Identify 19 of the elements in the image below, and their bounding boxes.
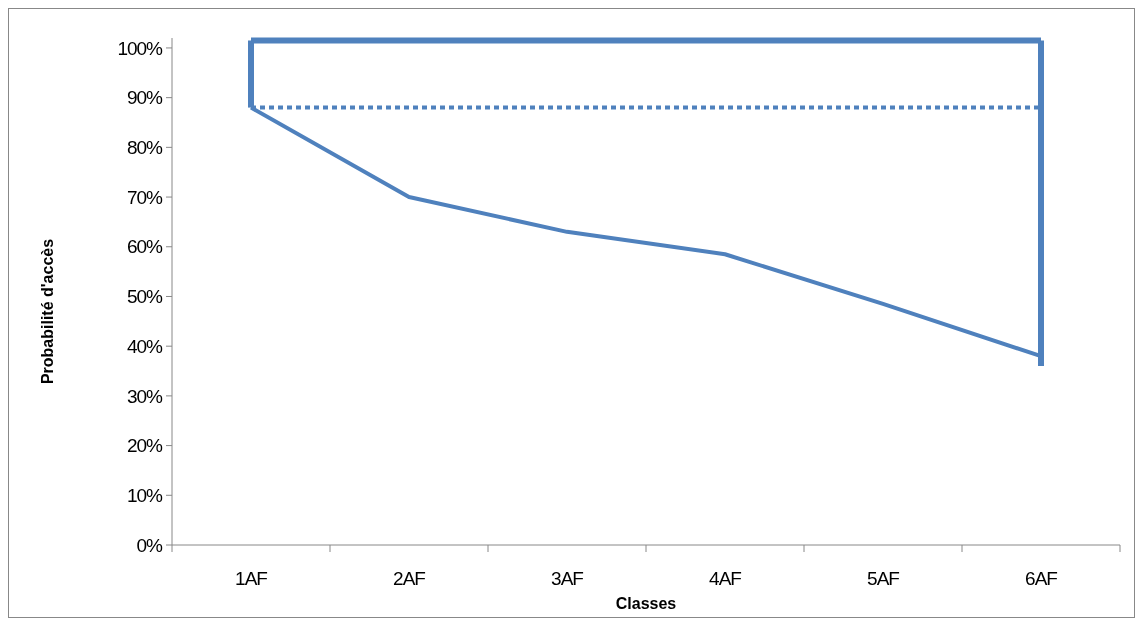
x-axis-title: Classes: [615, 595, 677, 612]
y-tick-label: 10%: [126, 484, 164, 506]
y-tick-label: 80%: [126, 137, 164, 158]
y-tick-label: 90%: [126, 87, 164, 109]
x-tick-label: 3AF: [551, 568, 584, 589]
x-tick-label: 5AF: [867, 568, 900, 589]
y-tick-label: 40%: [126, 335, 164, 357]
x-tick-label: 6AF: [1025, 568, 1058, 589]
y-tick-label: 60%: [126, 236, 164, 258]
y-tick-label: 50%: [126, 286, 164, 308]
y-tick-label: 30%: [126, 385, 164, 407]
y-tick-label: 70%: [126, 186, 164, 208]
y-axis-title: Probabilité d'accès: [39, 238, 56, 385]
y-tick-label: 0%: [136, 534, 164, 556]
x-tick-label: 2AF: [393, 568, 426, 589]
y-tick-label: 20%: [126, 435, 164, 457]
y-tick-label: 100%: [117, 37, 164, 59]
x-tick-label: 1AF: [235, 568, 268, 589]
x-tick-label: 4AF: [709, 568, 742, 589]
